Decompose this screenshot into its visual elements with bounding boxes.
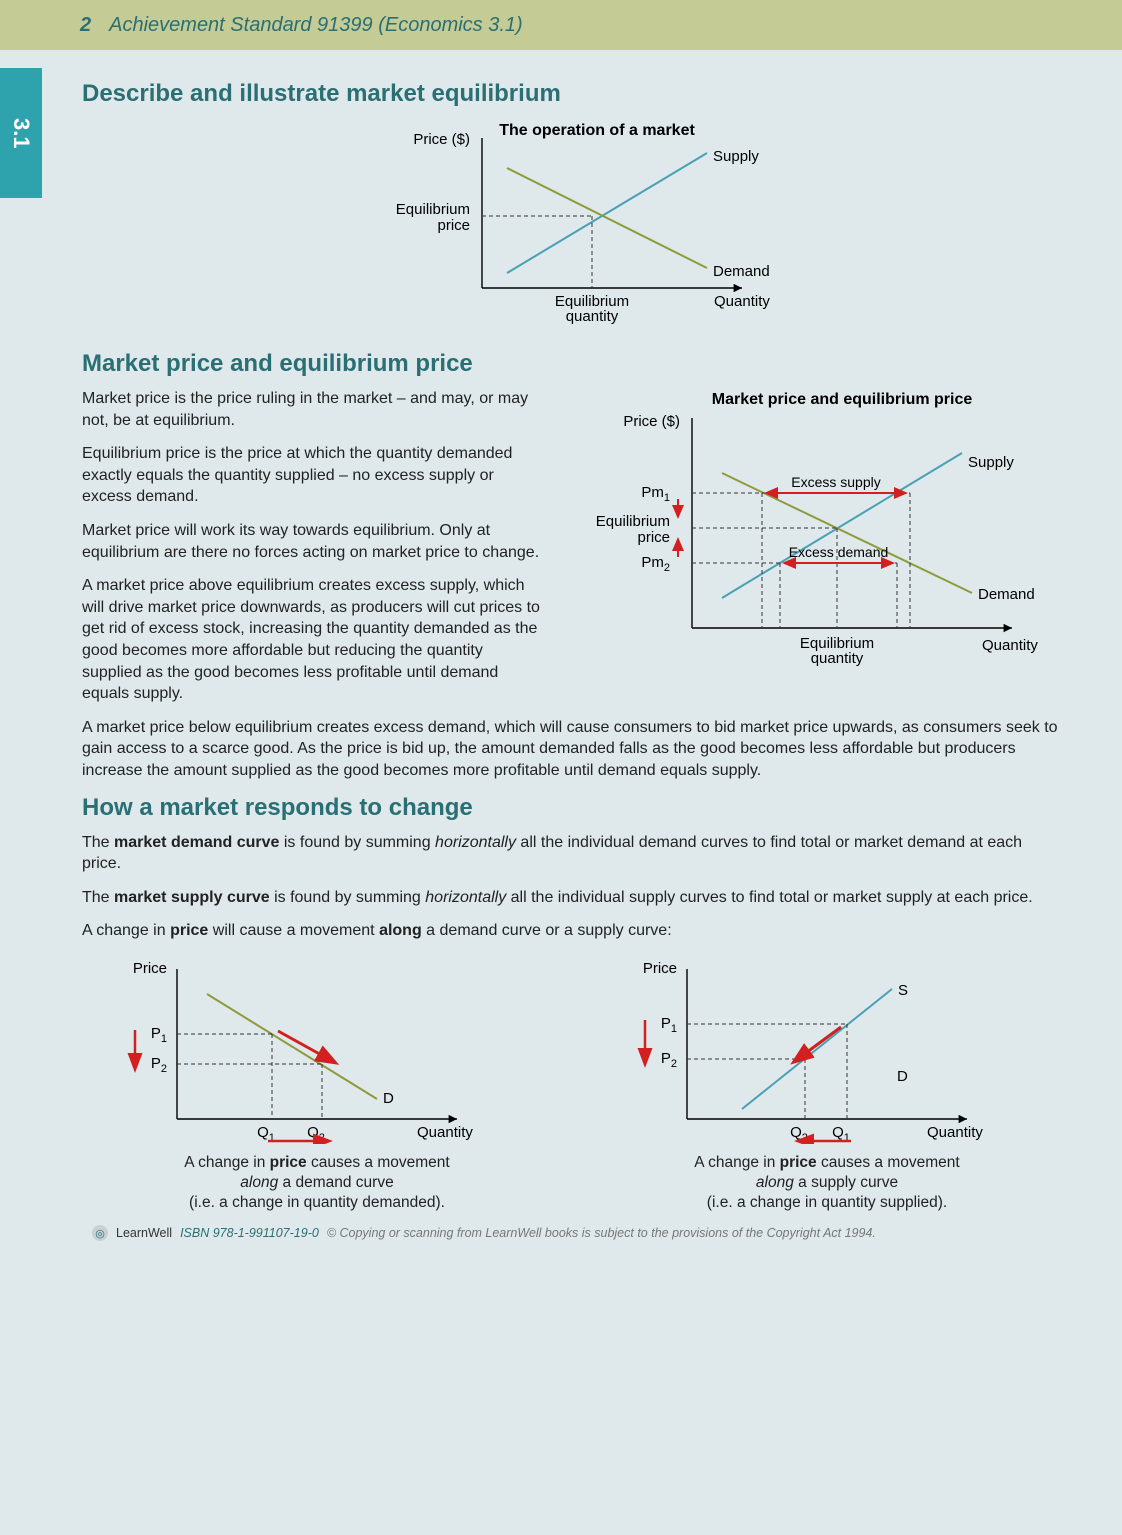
s3p2c: is found by summing	[270, 889, 426, 906]
s3p1b: market demand curve	[114, 834, 279, 851]
d2-excess-demand: Excess demand	[789, 544, 889, 560]
s3-p1: The market demand curve is found by summ…	[82, 832, 1062, 875]
crcd: a supply curve	[794, 1174, 898, 1191]
d2-ylabel: Price ($)	[623, 413, 680, 430]
crcc: causes a movement	[817, 1154, 960, 1171]
d2-eq-qty: Equilibriumquantity	[800, 635, 874, 667]
s3p1a: The	[82, 834, 114, 851]
s3p2e: all the individual supply curves to find…	[506, 889, 1033, 906]
section-tab: 3.1	[0, 68, 42, 198]
s3-p3: A change in price will cause a movement …	[82, 920, 1062, 942]
standard-title: Achievement Standard 91399 (Economics 3.…	[109, 14, 523, 37]
chart-left-caption: A change in price causes a movement alon…	[82, 1153, 552, 1213]
d1-eq-qty: Equilibriumquantity	[555, 293, 629, 325]
s3p2d: horizontally	[425, 889, 506, 906]
s3p3c: will cause a movement	[208, 922, 379, 939]
chart-left-svg: Price Quantity D P1 P2 Q1 Q2	[82, 954, 542, 1144]
diagram2-svg: Market price and equilibrium price Price…	[562, 388, 1062, 688]
footer-brand: LearnWell	[116, 1226, 172, 1240]
clcc: causes a movement	[307, 1154, 450, 1171]
heading-market-price: Market price and equilibrium price	[82, 350, 1062, 378]
d2-pm1: Pm1	[641, 484, 670, 504]
cl-p1: P1	[151, 1025, 167, 1045]
clca: A change in	[184, 1154, 269, 1171]
s2-p4: A market price above equilibrium creates…	[82, 575, 542, 705]
page-content: Describe and illustrate market equilibri…	[42, 50, 1122, 1255]
s3p1d: horizontally	[435, 834, 516, 851]
s2-p3: Market price will work its way towards e…	[82, 520, 542, 563]
crcb: price	[780, 1154, 817, 1171]
cl-y: Price	[133, 960, 167, 977]
chart-demand-movement: Price Quantity D P1 P2 Q1 Q2	[82, 954, 552, 1213]
clce: (i.e. a change in quantity demanded).	[189, 1194, 445, 1211]
s2-p5: A market price below equilibrium creates…	[82, 717, 1062, 782]
diagram-operation-of-market: The operation of a market Price ($) Quan…	[82, 118, 1062, 338]
section2-text: Market price is the price ruling in the …	[82, 388, 542, 717]
chart-right-caption: A change in price causes a movement alon…	[592, 1153, 1062, 1213]
d2-pm2: Pm2	[641, 554, 670, 574]
d2-supply-label: Supply	[968, 454, 1014, 471]
crca: A change in	[694, 1154, 779, 1171]
crce: (i.e. a change in quantity supplied).	[707, 1194, 947, 1211]
s3p3b: price	[170, 922, 208, 939]
d2-title: Market price and equilibrium price	[712, 391, 973, 408]
d2-excess-supply: Excess supply	[791, 474, 880, 490]
footer-copy: © Copying or scanning from LearnWell boo…	[327, 1226, 876, 1240]
d1-eq-price: Equilibriumprice	[396, 201, 470, 234]
s2-p1: Market price is the price ruling in the …	[82, 388, 542, 431]
s3p1c: is found by summing	[279, 834, 435, 851]
chart-supply-movement: Price Quantity S D P1 P2 Q1 Q2	[592, 954, 1062, 1213]
s2-p2: Equilibrium price is the price at which …	[82, 443, 542, 508]
d2-xlabel: Quantity	[982, 637, 1038, 654]
learnwell-icon: ◎	[92, 1225, 108, 1241]
cr-d-label: D	[897, 1068, 908, 1085]
d1-supply-label: Supply	[713, 148, 759, 165]
cr-p1: P1	[661, 1015, 677, 1035]
page-number: 2	[80, 14, 91, 37]
d1-demand-label: Demand	[713, 263, 770, 280]
s3p3a: A change in	[82, 922, 170, 939]
clcd: a demand curve	[278, 1174, 393, 1191]
heading-market-equilibrium: Describe and illustrate market equilibri…	[82, 80, 1062, 108]
cl-x: Quantity	[417, 1124, 473, 1141]
footer-isbn: ISBN 978-1-991107-19-0	[180, 1226, 319, 1240]
crcdi: along	[756, 1174, 794, 1191]
clcb: price	[270, 1154, 307, 1171]
s3p3d: along	[379, 922, 422, 939]
d2-demand-label: Demand	[978, 586, 1035, 603]
diagram-market-price: Market price and equilibrium price Price…	[562, 388, 1062, 693]
cr-p2: P2	[661, 1050, 677, 1070]
d1-xlabel: Quantity	[714, 293, 770, 310]
d1-title: The operation of a market	[499, 122, 695, 139]
s3p2a: The	[82, 889, 114, 906]
cr-s-label: S	[898, 982, 908, 999]
d1-ylabel: Price ($)	[413, 131, 470, 148]
page-footer: ◎ LearnWell ISBN 978-1-991107-19-0 © Cop…	[82, 1225, 1062, 1241]
cr-y: Price	[643, 960, 677, 977]
s3p2b: market supply curve	[114, 889, 270, 906]
heading-responds-to-change: How a market responds to change	[82, 794, 1062, 822]
diagram1-svg: The operation of a market Price ($) Quan…	[302, 118, 842, 338]
page-header: 2 Achievement Standard 91399 (Economics …	[0, 0, 1122, 50]
s3p3e: a demand curve or a supply curve:	[422, 922, 672, 939]
d2-eq-price: Equilibriumprice	[596, 513, 670, 546]
cl-d-label: D	[383, 1090, 394, 1107]
s3-p2: The market supply curve is found by summ…	[82, 887, 1062, 909]
chart-right-svg: Price Quantity S D P1 P2 Q1 Q2	[592, 954, 1052, 1144]
clcdi: along	[240, 1174, 278, 1191]
cr-x: Quantity	[927, 1124, 983, 1141]
cl-p2: P2	[151, 1055, 167, 1075]
